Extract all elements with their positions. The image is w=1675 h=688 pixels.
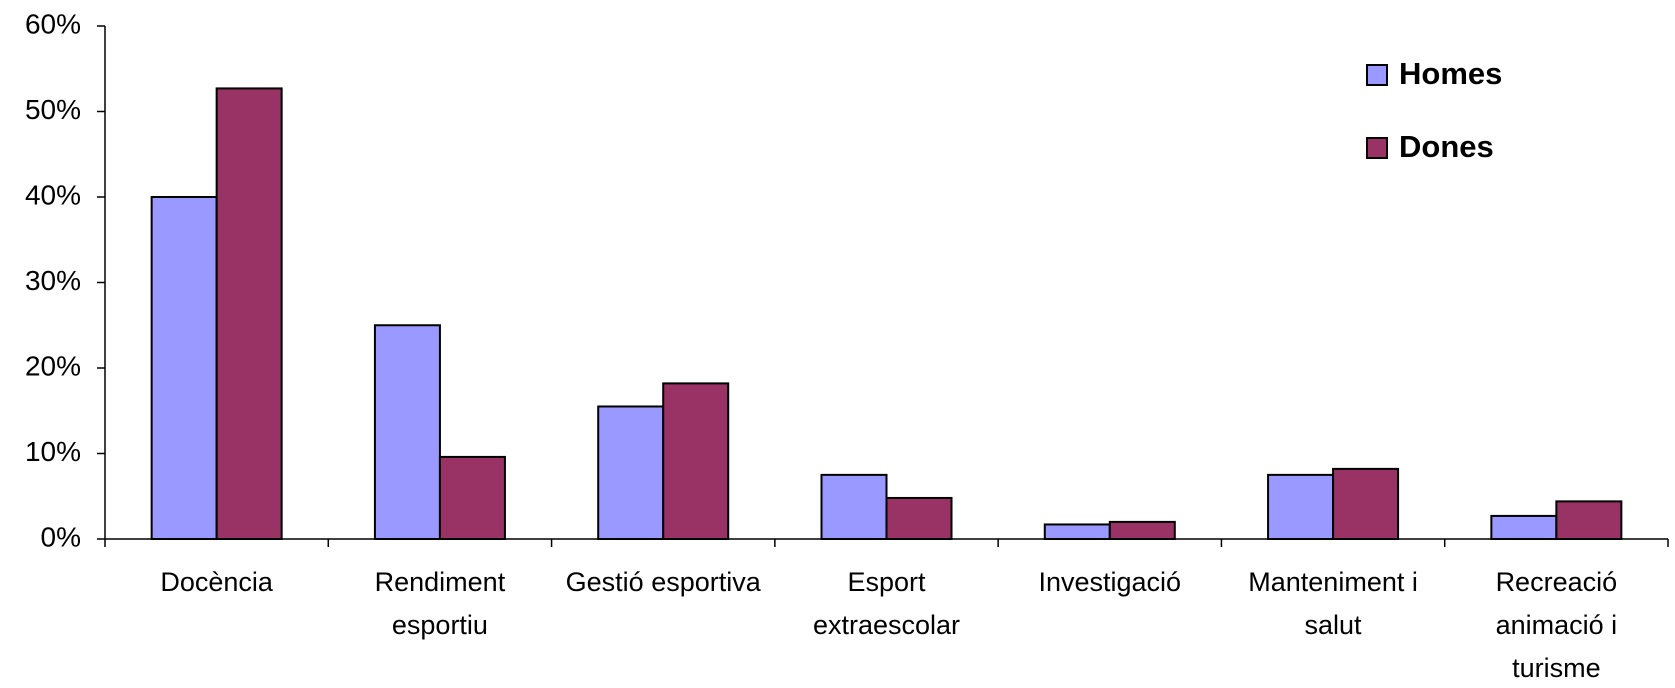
bar <box>373 324 441 540</box>
x-tick-label: Rendiment esportiu <box>374 567 506 640</box>
y-tick-label: 10% <box>25 436 81 467</box>
bar <box>597 405 665 540</box>
bar <box>215 87 283 540</box>
bar <box>1108 520 1176 541</box>
bar <box>662 382 730 541</box>
bar <box>885 496 953 540</box>
bar <box>1267 473 1335 540</box>
y-tick-label: 20% <box>25 350 81 381</box>
bar <box>150 196 218 540</box>
x-tick-label: Docència <box>160 567 273 597</box>
x-tick-label: Gestió esportiva <box>565 567 761 597</box>
legend-label: Homes <box>1399 56 1502 91</box>
bar <box>438 455 506 541</box>
legend-swatch <box>1366 64 1388 86</box>
x-tick-label: Investigació <box>1038 567 1182 597</box>
legend-label: Dones <box>1399 129 1494 164</box>
x-tick-label: Recreació animació i turisme <box>1495 567 1618 683</box>
y-tick-label: 50% <box>25 94 81 125</box>
y-tick-label: 40% <box>25 179 81 210</box>
bar <box>1332 467 1400 541</box>
y-tick-label: 0% <box>41 521 81 552</box>
bar <box>820 473 888 540</box>
bar <box>1043 523 1111 541</box>
y-tick-label: 30% <box>25 265 81 296</box>
legend-swatch <box>1366 137 1388 159</box>
bar <box>1555 500 1623 541</box>
x-tick-label: Manteniment i salut <box>1248 567 1418 640</box>
x-tick-label: Esport extraescolar <box>812 567 961 640</box>
bar <box>1490 514 1558 540</box>
y-tick-label: 60% <box>25 8 81 39</box>
